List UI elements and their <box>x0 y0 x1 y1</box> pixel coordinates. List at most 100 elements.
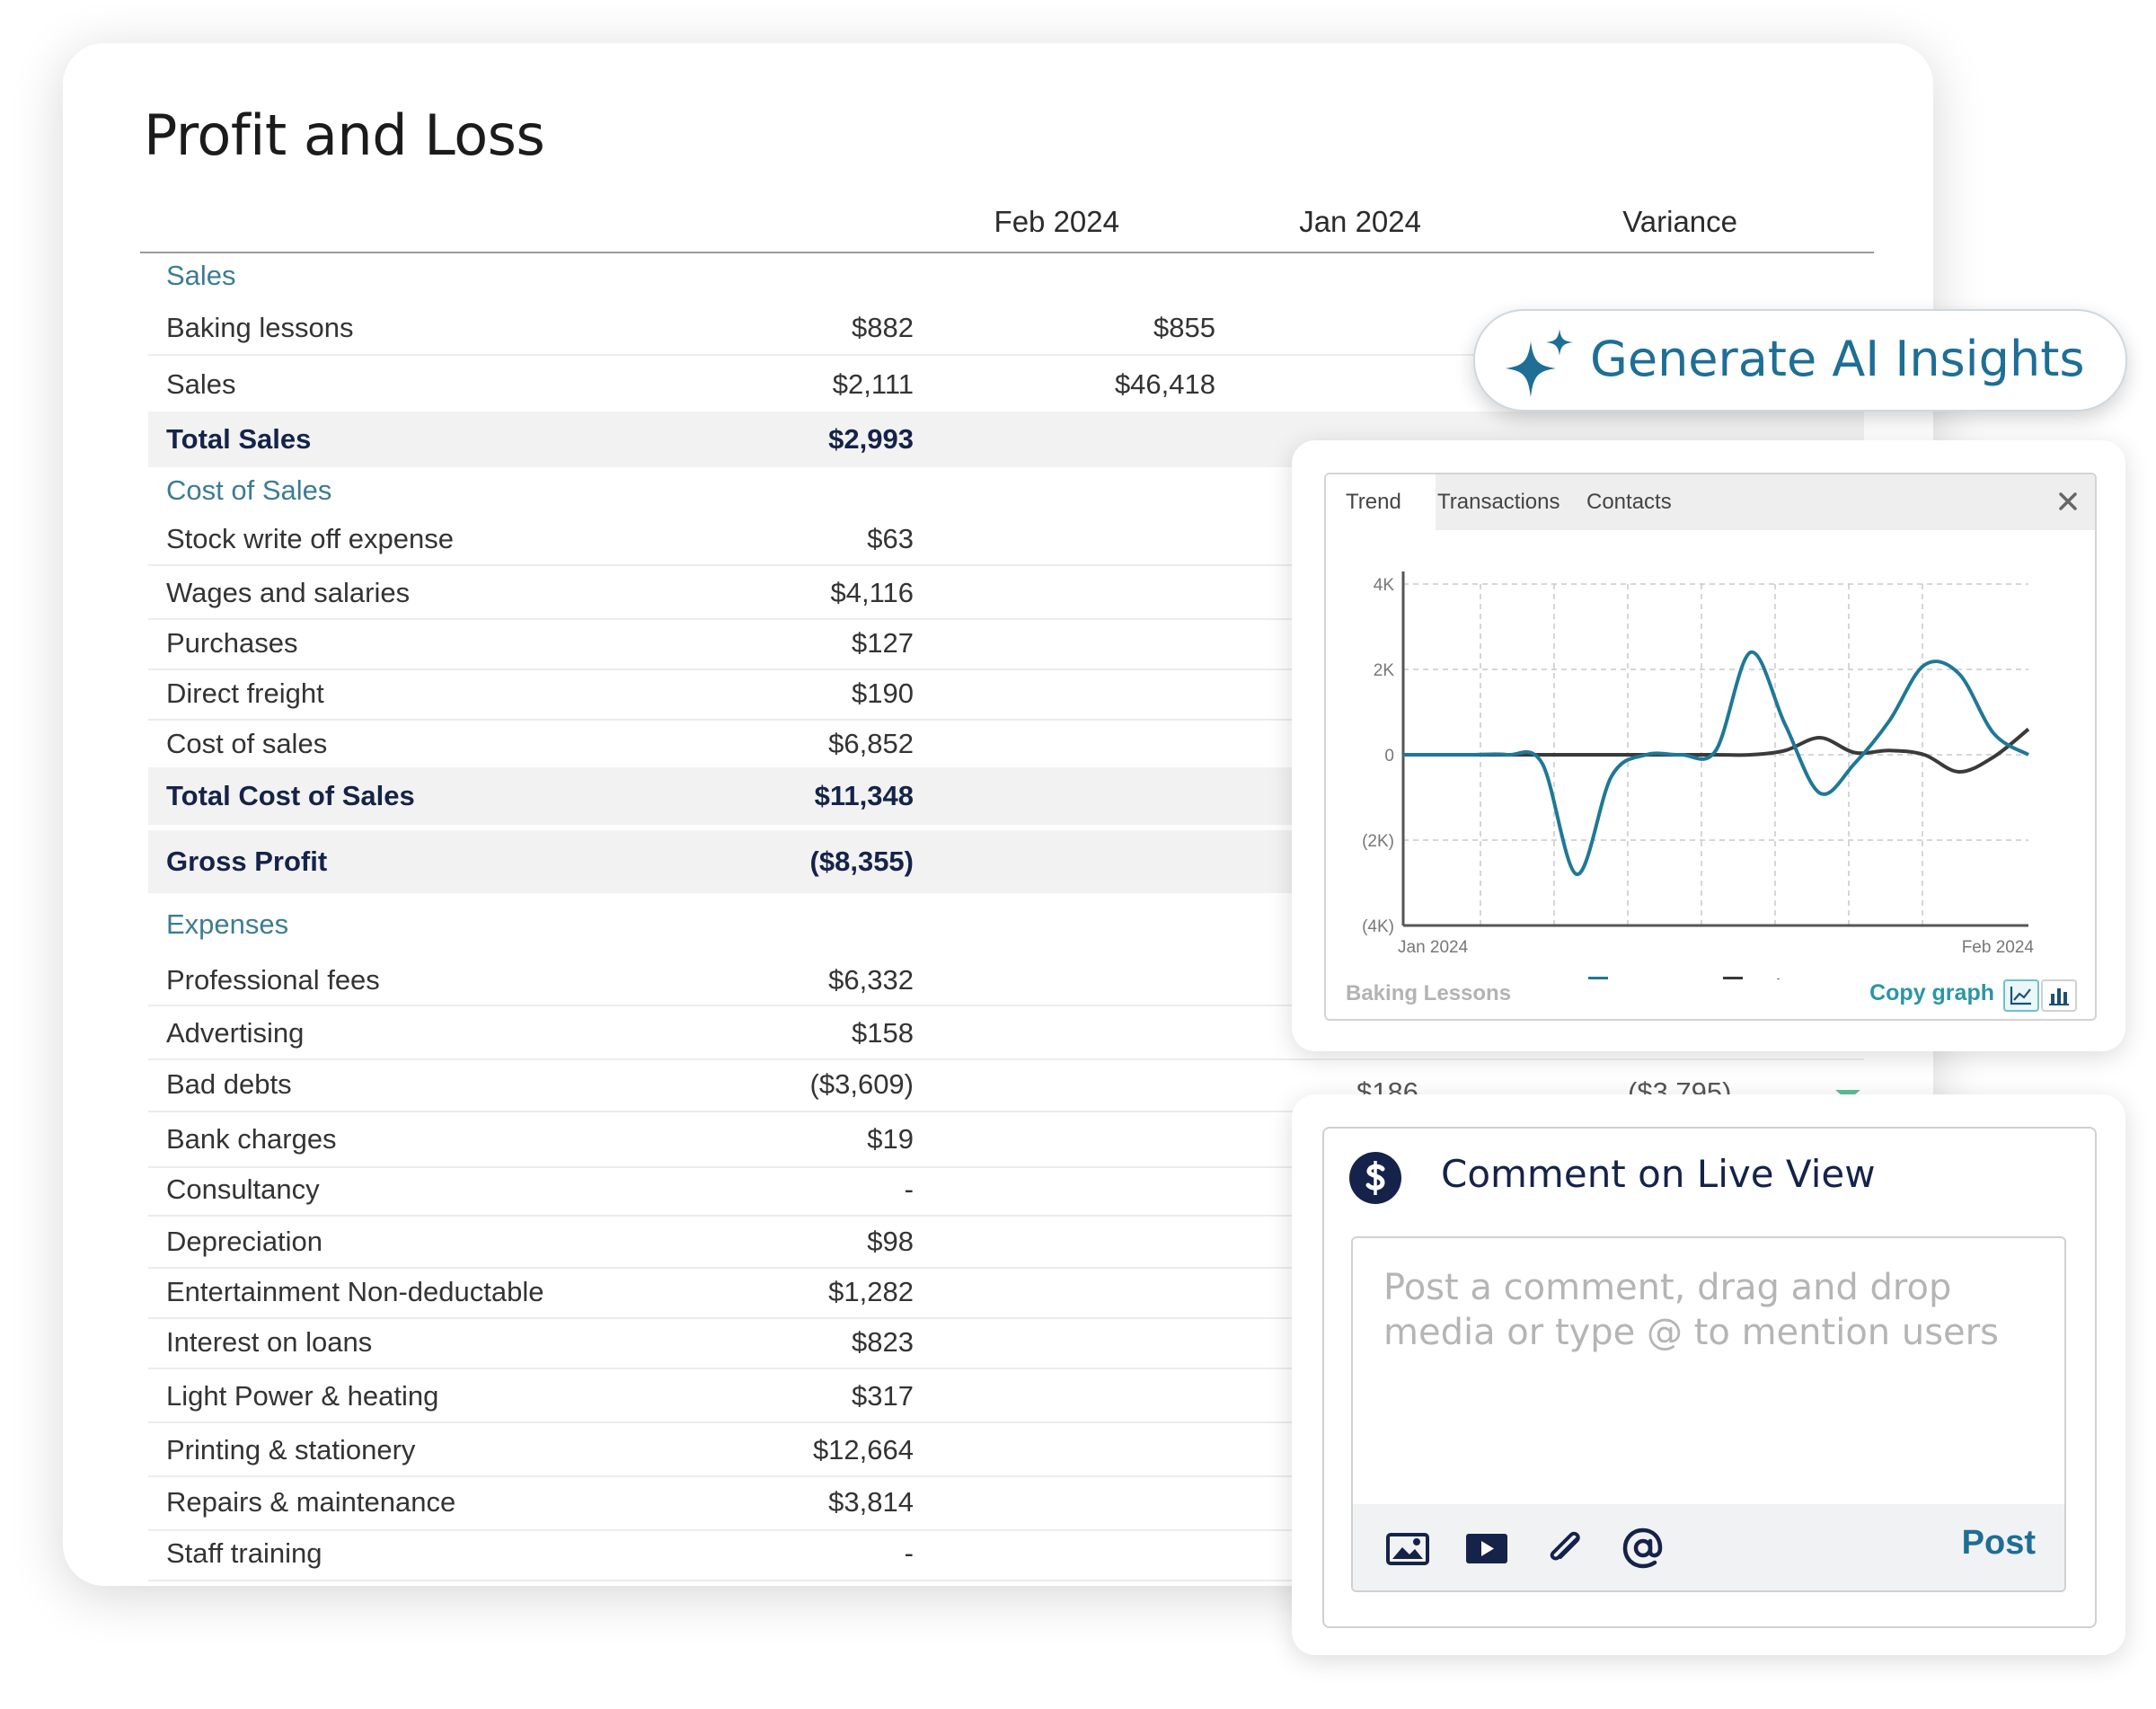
jan-2024-value: $46,418 <box>1114 368 1215 400</box>
row-label: Interest on loans <box>166 1326 373 1358</box>
page-title: Profit and Loss <box>144 102 545 168</box>
section-header-expenses: Expenses <box>148 897 1864 952</box>
comment-toolbar: Post <box>1353 1504 2064 1590</box>
row-label: Entertainment Non-deductable <box>166 1276 544 1307</box>
tab-contacts[interactable]: Contacts <box>1586 490 1672 514</box>
row-label: Bad debts <box>166 1068 292 1100</box>
feb-2024-value: $6,852 <box>828 728 914 759</box>
row-label: Wages and salaries <box>166 577 411 608</box>
table-row-wages-and-salaries[interactable]: Wages and salaries $4,116 <box>148 568 1864 620</box>
feb-2024-value: $19 <box>867 1123 914 1155</box>
row-label: Total Sales <box>166 423 312 455</box>
sparkle-icon <box>1506 329 1573 397</box>
line-chart-icon <box>2010 987 2031 1005</box>
row-label: Consultancy <box>166 1173 320 1205</box>
row-label: Total Cost of Sales <box>166 780 415 811</box>
column-header-feb-2024: Feb 2024 <box>994 205 1119 238</box>
comment-panel-title: Comment on Live View <box>1441 1152 1876 1196</box>
feb-2024-value: $1,282 <box>828 1276 914 1307</box>
jan-2024-value: $855 <box>1153 312 1215 343</box>
column-header-jan-2024: Jan 2024 <box>1299 205 1421 238</box>
line-chart-toggle[interactable] <box>2003 979 2039 1012</box>
legend-label-current: Current <box>1621 975 1690 979</box>
table-row-printing-stationery[interactable]: Printing & stationery $12,664 <box>148 1425 1864 1477</box>
section-header-cost-of-sales: Cost of Sales <box>148 467 1864 514</box>
table-row-staff-training[interactable]: Staff training - <box>148 1527 1864 1581</box>
table-row-advertising[interactable]: Advertising $158 <box>148 1008 1864 1060</box>
table-row-bad-debts[interactable]: Bad debts ($3,609) <box>148 1058 1864 1112</box>
table-row-bank-charges[interactable]: Bank charges $19 <box>148 1112 1864 1168</box>
row-label: Light Power & heating <box>166 1380 439 1412</box>
row-label: Professional fees <box>166 964 380 996</box>
table-row-direct-freight[interactable]: Direct freight $190 <box>148 669 1864 721</box>
row-label: Bank charges <box>166 1123 337 1155</box>
table-row-entertainment-non-deductable[interactable]: Entertainment Non-deductable $1,282 <box>148 1267 1864 1319</box>
comment-panel: Comment on Live View Post a comment, dra… <box>1292 1094 2125 1655</box>
tab-transactions[interactable]: Transactions <box>1437 490 1560 514</box>
attachment-icon[interactable] <box>1543 1526 1588 1571</box>
feb-2024-value: - <box>904 1537 914 1569</box>
legend-label-prior: Prior <box>1755 975 1799 979</box>
table-row-light-power-heating[interactable]: Light Power & heating $317 <box>148 1371 1864 1423</box>
y-tick-label: (4K) <box>1362 917 1394 936</box>
feb-2024-value: $12,664 <box>812 1434 914 1465</box>
post-button[interactable]: Post <box>1961 1524 2036 1562</box>
row-label: Depreciation <box>166 1226 323 1257</box>
copy-graph-link[interactable]: Copy graph <box>1869 980 1994 1005</box>
tab-trend[interactable]: Trend <box>1326 474 1436 530</box>
dollar-logo-icon <box>1365 1161 1385 1195</box>
feb-2024-value: ($8,355) <box>809 846 914 877</box>
feb-2024-value: $3,814 <box>828 1486 914 1518</box>
table-row-stock-write-off-expense[interactable]: Stock write off expense $63 <box>148 514 1864 566</box>
legend-swatch-current <box>1588 977 1608 979</box>
row-label: Cost of Sales <box>166 474 332 506</box>
row-label: Sales <box>166 368 236 400</box>
video-icon[interactable] <box>1464 1526 1509 1571</box>
series-line-current <box>1402 650 2030 876</box>
y-tick-label: (2K) <box>1362 832 1394 851</box>
row-label: Stock write off expense <box>166 523 454 554</box>
header-divider <box>140 252 1874 253</box>
comment-widget: Comment on Live View Post a comment, dra… <box>1322 1127 2097 1628</box>
row-label: Sales <box>166 260 236 291</box>
y-tick-label: 0 <box>1384 747 1394 766</box>
bar-chart-icon <box>2049 988 2069 1005</box>
table-row-interest-on-loans[interactable]: Interest on loans $823 <box>148 1317 1864 1369</box>
y-tick-label: 2K <box>1374 661 1395 680</box>
table-row-professional-fees[interactable]: Professional fees $6,332 <box>148 956 1864 1006</box>
x-tick-label: Feb 2024 <box>1962 938 2035 957</box>
feb-2024-value: $11,348 <box>814 780 914 811</box>
table-row-consultancy[interactable]: Consultancy - <box>148 1164 1864 1217</box>
mention-icon[interactable] <box>1621 1526 1666 1571</box>
row-label: Gross Profit <box>166 846 328 877</box>
trend-chart-panel: Trend Transactions Contacts 4K 2K 0 (2K) (4K… <box>1292 440 2125 1051</box>
bar-chart-toggle[interactable] <box>2041 979 2077 1012</box>
table-row-baking-lessons[interactable]: Baking lessons $882 $855 <box>148 302 1864 356</box>
feb-2024-value: $6,332 <box>828 964 914 996</box>
table-row-purchases[interactable]: Purchases $127 <box>148 618 1864 670</box>
table-row-repairs-maintenance[interactable]: Repairs & maintenance $3,814 <box>148 1475 1864 1531</box>
row-label: Repairs & maintenance <box>166 1486 456 1518</box>
row-label: Expenses <box>166 908 289 940</box>
feb-2024-value: $63 <box>867 523 914 554</box>
y-tick-label: 4K <box>1374 576 1395 595</box>
row-label: Advertising <box>166 1017 305 1049</box>
generate-ai-insights-button[interactable]: Generate AI Insights <box>1473 309 2127 412</box>
comment-input[interactable]: Post a comment, drag and drop media or t… <box>1351 1236 2066 1592</box>
close-icon[interactable] <box>2050 483 2086 519</box>
row-label: Purchases <box>166 627 298 659</box>
chart-account-label: Baking Lessons <box>1346 981 1512 1005</box>
row-label: Baking lessons <box>166 312 354 343</box>
generate-ai-insights-label: Generate AI Insights <box>1590 331 2085 387</box>
feb-2024-value: $2,111 <box>832 368 914 400</box>
row-label: Staff training <box>166 1537 323 1569</box>
section-header-sales: Sales <box>148 252 1864 300</box>
feb-2024-value: $190 <box>852 677 914 709</box>
chart-tab-bar: Trend Transactions Contacts <box>1326 474 2095 530</box>
feb-2024-value: ($3,609) <box>809 1068 914 1100</box>
feb-2024-value: $127 <box>852 627 914 659</box>
table-row-depreciation[interactable]: Depreciation $98 <box>148 1217 1864 1269</box>
legend-swatch-prior <box>1723 977 1743 979</box>
company-logo <box>1349 1152 1401 1204</box>
image-icon[interactable] <box>1385 1526 1430 1571</box>
